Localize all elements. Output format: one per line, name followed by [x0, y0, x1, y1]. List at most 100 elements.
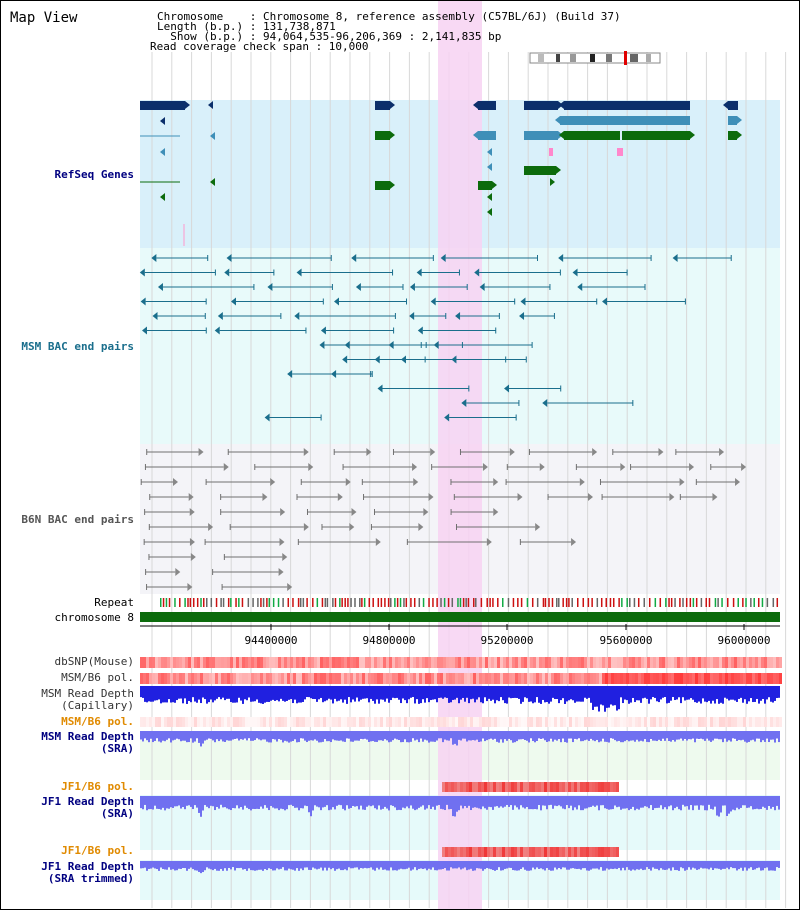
msm-depth-capillary-bar: [550, 686, 552, 702]
b6n-bac-end: [592, 448, 598, 456]
jf1-depth-trimmed-bar: [288, 861, 290, 869]
track-label-b6n-bac[interactable]: B6N BAC end pairs: [21, 513, 134, 526]
msm-b6-pol-heatmap: [179, 673, 182, 684]
msm-depth-capillary-bar: [154, 686, 156, 701]
msm-b6-pol-heatmap: [209, 673, 212, 684]
msm-b6-pol-2-heatmap: [167, 717, 170, 727]
msm-depth-sra-bar: [644, 731, 646, 740]
msm-b6-pol-heatmap: [632, 673, 635, 684]
repeat-element: [486, 598, 488, 607]
repeat-element: [531, 598, 534, 607]
jf1-depth-trimmed-bar: [492, 861, 494, 871]
msm-depth-sra-bar: [332, 731, 334, 740]
dbsnp-heatmap: [164, 657, 167, 668]
msm-depth-sra-bar: [466, 731, 468, 742]
jf1-depth-sra-bar: [652, 796, 654, 810]
gene-strand-arrow: [160, 193, 165, 201]
msm-depth-sra-bar: [620, 731, 622, 743]
jf1-depth-sra-bar: [558, 796, 560, 806]
track-label-refseq[interactable]: RefSeq Genes: [54, 168, 134, 181]
msm-b6-pol-heatmap: [194, 673, 197, 684]
jf1-b6-pol-heatmap: [460, 782, 463, 792]
jf1-depth-sra-bar: [206, 796, 208, 807]
msm-b6-pol-heatmap: [449, 673, 452, 684]
dbsnp-heatmap: [767, 657, 770, 668]
msm-b6-pol-2-heatmap: [758, 717, 761, 727]
jf1-depth-sra-bar: [286, 796, 288, 810]
msm-b6-pol-heatmap: [407, 673, 410, 684]
msm-b6-pol-heatmap: [521, 673, 524, 684]
msm-b6-pol-heatmap: [221, 673, 224, 684]
msm-depth-sra-bar: [520, 731, 522, 740]
jf1-depth-trimmed-bar: [294, 861, 296, 871]
jf1-depth-sra-bar: [430, 796, 432, 810]
jf1-depth-trimmed-bar: [686, 861, 688, 870]
msm-b6-pol-heatmap: [776, 673, 779, 684]
msm-depth-sra-bar: [386, 731, 388, 741]
jf1-depth-trimmed-bar: [490, 861, 492, 870]
msm-depth-sra-bar: [272, 731, 274, 740]
msm-depth-sra-bar: [220, 731, 222, 740]
jf1-depth-sra-bar: [622, 796, 624, 809]
msm-depth-sra-bar: [504, 731, 506, 740]
jf1-depth-sra-bar: [672, 796, 674, 811]
jf1-depth-trimmed-bar: [356, 861, 358, 868]
msm-depth-capillary-bar: [310, 686, 312, 699]
msm-depth-capillary-bar: [218, 686, 220, 698]
msm-b6-pol-2-heatmap: [635, 717, 638, 727]
repeat-element: [287, 598, 290, 607]
msm-b6-pol-heatmap: [599, 673, 602, 684]
repeat-element: [184, 598, 186, 607]
jf1-depth-trimmed-bar: [272, 861, 274, 871]
msm-b6-pol-heatmap: [611, 673, 614, 684]
track-label-msm-bac[interactable]: MSM BAC end pairs: [21, 340, 134, 353]
jf1-depth-trimmed-bar: [220, 861, 222, 869]
jf1-depth-trimmed-bar: [380, 861, 382, 868]
jf1-b6-pol-2-heatmap: [535, 847, 538, 857]
jf1-depth-sra-bar: [228, 796, 230, 810]
msm-depth-sra-bar: [398, 731, 400, 741]
msm-depth-sra-bar: [276, 731, 278, 742]
dbsnp-heatmap: [170, 657, 173, 668]
msm-b6-pol-heatmap: [734, 673, 737, 684]
repeat-element: [459, 598, 462, 607]
jf1-depth-sra-bar: [708, 796, 710, 805]
msm-depth-sra-bar: [340, 731, 342, 741]
msm-depth-capillary-bar: [596, 686, 598, 707]
dbsnp-heatmap: [644, 657, 647, 668]
jf1-depth-sra-bar: [426, 796, 428, 809]
msm-b6-pol-2-heatmap: [581, 717, 584, 727]
jf1-depth-sra-bar: [746, 796, 748, 808]
msm-b6-pol-2-heatmap: [425, 717, 428, 727]
msm-b6-pol-heatmap: [746, 673, 749, 684]
msm-depth-capillary-bar: [620, 686, 622, 698]
msm-depth-capillary-bar: [386, 686, 388, 699]
repeat-element: [168, 598, 171, 607]
gene-strand-arrow: [737, 116, 742, 124]
msm-depth-sra-bar: [632, 731, 634, 741]
dbsnp-heatmap: [224, 657, 227, 668]
b6n-bac-end: [175, 568, 181, 576]
msm-depth-capillary-bar: [586, 686, 588, 699]
jf1-depth-sra-bar: [702, 796, 704, 806]
jf1-b6-pol-2-heatmap: [487, 847, 490, 857]
jf1-depth-trimmed-bar: [276, 861, 278, 869]
jf1-depth-trimmed-bar: [230, 861, 232, 870]
msm-depth-capillary-bar: [684, 686, 686, 701]
msm-depth-sra-bar: [704, 731, 706, 741]
repeat-element: [399, 598, 402, 607]
msm-depth-sra-bar: [626, 731, 628, 741]
repeat-element: [659, 598, 662, 607]
msm-b6-pol-2-heatmap: [320, 717, 323, 727]
jf1-depth-sra-bar: [482, 796, 484, 807]
refseq-gene: [622, 131, 690, 140]
jf1-depth-trimmed-bar: [760, 861, 762, 871]
msm-depth-capillary-bar: [192, 686, 194, 698]
jf1-b6-pol-2-heatmap: [541, 847, 544, 857]
jf1-depth-sra-bar: [520, 796, 522, 806]
jf1-b6-pol-heatmap: [499, 782, 502, 792]
msm-b6-pol-heatmap: [332, 673, 335, 684]
jf1-depth-trimmed-bar: [392, 861, 394, 871]
jf1-depth-trimmed-bar: [190, 861, 192, 868]
